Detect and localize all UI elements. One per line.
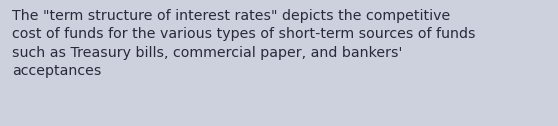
Text: The "term structure of interest rates" depicts the competitive
cost of funds for: The "term structure of interest rates" d… bbox=[12, 9, 476, 78]
